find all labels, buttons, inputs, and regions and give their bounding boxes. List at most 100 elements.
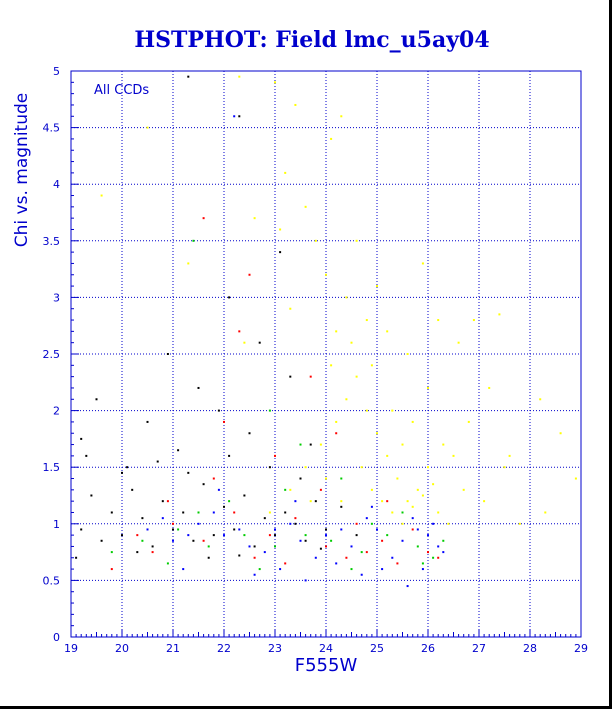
x-tick-label: 21	[166, 642, 180, 655]
data-point	[146, 126, 149, 129]
data-point	[279, 568, 282, 571]
data-point	[279, 228, 282, 231]
data-point	[253, 556, 256, 559]
data-point	[172, 528, 174, 531]
x-tick-label: 25	[370, 642, 384, 655]
data-point	[396, 477, 399, 480]
data-point	[233, 528, 236, 531]
data-point	[319, 488, 322, 491]
data-point	[253, 545, 256, 548]
data-point	[263, 517, 266, 520]
data-point	[391, 409, 394, 412]
data-point	[381, 568, 384, 571]
series-3-points	[110, 239, 445, 571]
axis-ticks: 19 20 21 22 23 24 25 26 27 28 29 0 0.5 1 1.5 2 2.5 3 3.5 4 4…	[43, 65, 589, 655]
data-point	[376, 432, 378, 435]
data-point	[335, 420, 338, 423]
data-point	[243, 341, 246, 344]
data-point	[360, 573, 363, 576]
data-point	[360, 466, 363, 469]
data-point	[75, 556, 78, 559]
data-point	[217, 409, 220, 412]
series-1-points	[146, 115, 445, 588]
data-point	[421, 262, 424, 265]
y-tick-label: 3	[53, 291, 60, 304]
data-point	[391, 556, 394, 559]
data-point	[284, 511, 287, 514]
data-point	[172, 539, 174, 542]
data-point	[85, 454, 88, 457]
x-tick-label: 24	[319, 642, 333, 655]
data-point	[243, 494, 246, 497]
data-point	[110, 551, 113, 554]
data-point	[141, 517, 144, 520]
data-point	[177, 528, 180, 531]
data-point	[289, 522, 292, 525]
data-point	[340, 115, 343, 118]
data-point	[233, 115, 236, 118]
data-point	[416, 488, 419, 491]
data-point	[355, 522, 358, 525]
y-tick-label: 4.5	[43, 122, 61, 135]
data-point	[223, 534, 225, 537]
x-tick-label: 19	[64, 642, 78, 655]
x-tick-label: 27	[472, 642, 486, 655]
y-tick-label: 1	[53, 518, 60, 531]
x-axis-label: F555W	[295, 655, 358, 676]
data-point	[268, 511, 271, 514]
data-point	[268, 409, 271, 412]
data-point	[126, 466, 129, 469]
data-point	[539, 398, 542, 401]
data-point	[335, 562, 338, 565]
data-point	[345, 398, 348, 401]
data-point	[299, 443, 302, 446]
data-point	[110, 511, 113, 514]
data-point	[386, 454, 389, 457]
data-point	[370, 505, 373, 508]
data-point	[467, 420, 470, 423]
data-point	[432, 522, 435, 525]
y-tick-label: 2	[53, 405, 60, 418]
data-point	[325, 534, 327, 537]
data-point	[187, 471, 190, 474]
data-point	[202, 483, 205, 486]
data-point	[340, 528, 343, 531]
data-point	[442, 551, 445, 554]
data-point	[294, 103, 297, 106]
data-point	[258, 341, 261, 344]
data-point	[411, 505, 414, 508]
data-point	[151, 545, 154, 548]
data-point	[161, 500, 164, 503]
data-point	[228, 500, 231, 503]
data-point	[406, 500, 409, 503]
data-point	[340, 505, 343, 508]
data-point	[376, 285, 378, 288]
y-tick-label: 2.5	[43, 348, 61, 361]
data-point	[217, 488, 220, 491]
data-point	[370, 522, 373, 525]
data-point	[365, 551, 368, 554]
data-point	[197, 511, 200, 514]
data-point	[391, 511, 394, 514]
data-point	[187, 534, 190, 537]
data-point	[274, 545, 276, 548]
data-point	[248, 273, 251, 276]
data-point	[284, 562, 287, 565]
data-point	[437, 556, 440, 559]
data-point	[406, 353, 409, 355]
series-4-points	[100, 75, 577, 525]
window-edge-right	[609, 0, 612, 709]
data-point	[268, 466, 271, 469]
data-point	[483, 500, 486, 503]
data-point	[411, 528, 414, 531]
y-tick-label: 1.5	[43, 461, 61, 474]
data-point	[330, 364, 333, 367]
data-point	[406, 585, 409, 588]
data-point	[238, 528, 241, 531]
data-point	[559, 432, 562, 435]
data-point	[187, 75, 190, 78]
data-point	[100, 194, 103, 197]
data-point	[274, 528, 276, 531]
